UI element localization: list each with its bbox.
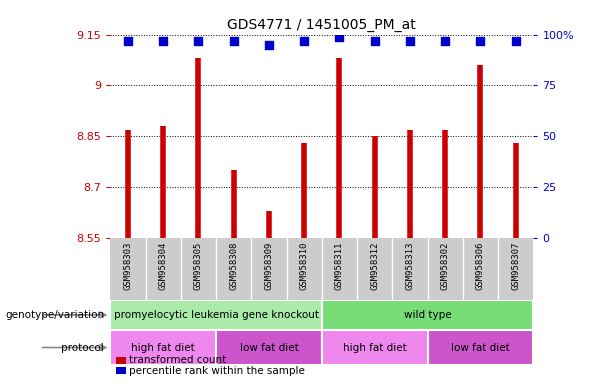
Text: GSM958305: GSM958305: [194, 241, 203, 290]
Title: GDS4771 / 1451005_PM_at: GDS4771 / 1451005_PM_at: [227, 18, 416, 32]
Point: [440, 38, 450, 44]
Text: protocol: protocol: [61, 343, 104, 353]
Bar: [216, 330, 322, 365]
Point: [370, 38, 379, 44]
Text: percentile rank within the sample: percentile rank within the sample: [129, 366, 305, 376]
Bar: [110, 330, 216, 365]
Point: [194, 38, 204, 44]
Point: [158, 38, 168, 44]
Text: genotype/variation: genotype/variation: [5, 310, 104, 320]
Text: GSM958309: GSM958309: [264, 241, 273, 290]
Text: high fat diet: high fat diet: [343, 343, 406, 353]
Text: low fat diet: low fat diet: [240, 343, 299, 353]
Bar: [322, 300, 533, 330]
Text: GSM958306: GSM958306: [476, 241, 485, 290]
Text: low fat diet: low fat diet: [451, 343, 510, 353]
Text: promyelocytic leukemia gene knockout: promyelocytic leukemia gene knockout: [113, 310, 319, 320]
Bar: [322, 330, 428, 365]
Point: [511, 38, 520, 44]
Text: GSM958313: GSM958313: [405, 241, 414, 290]
Text: high fat diet: high fat diet: [131, 343, 195, 353]
Text: transformed count: transformed count: [129, 355, 226, 365]
Text: GSM958304: GSM958304: [159, 241, 168, 290]
Point: [299, 38, 309, 44]
Text: GSM958308: GSM958308: [229, 241, 238, 290]
Point: [335, 33, 345, 40]
Point: [264, 41, 274, 48]
Point: [123, 38, 133, 44]
Bar: [427, 330, 533, 365]
Text: GSM958311: GSM958311: [335, 241, 344, 290]
Text: GSM958303: GSM958303: [123, 241, 132, 290]
Text: GSM958302: GSM958302: [441, 241, 450, 290]
Text: GSM958310: GSM958310: [300, 241, 309, 290]
Bar: [110, 300, 322, 330]
Text: GSM958307: GSM958307: [511, 241, 520, 290]
Text: wild type: wild type: [404, 310, 451, 320]
Point: [229, 38, 238, 44]
Point: [405, 38, 415, 44]
Point: [476, 38, 485, 44]
Text: GSM958312: GSM958312: [370, 241, 379, 290]
